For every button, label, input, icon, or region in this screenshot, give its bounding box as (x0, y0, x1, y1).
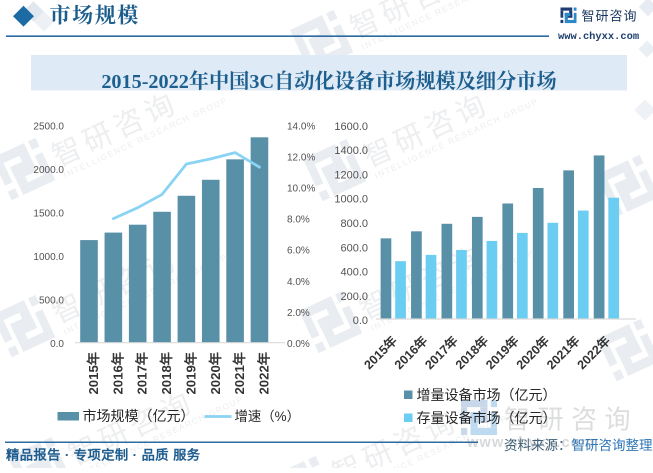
svg-text:www.chyxx.com: www.chyxx.com (466, 435, 595, 451)
svg-text:2018年: 2018年 (158, 352, 174, 395)
svg-text:精品报告 · 专项定制 · 品质 服务: 精品报告 · 专项定制 · 品质 服务 (6, 447, 201, 463)
svg-text:2000.0: 2000.0 (33, 165, 64, 176)
svg-text:资料来源：智研咨询整理: 资料来源：智研咨询整理 (504, 438, 653, 453)
svg-text:2.0%: 2.0% (287, 308, 310, 319)
svg-text:0.0: 0.0 (353, 315, 368, 327)
svg-text:智研咨询: 智研咨询 (504, 405, 638, 435)
svg-text:2500.0: 2500.0 (33, 121, 64, 132)
svg-text:www.chyxx.com: www.chyxx.com (558, 31, 639, 43)
svg-text:2015年: 2015年 (85, 352, 101, 395)
svg-text:1400.0: 1400.0 (334, 145, 368, 157)
svg-text:2020年: 2020年 (207, 352, 223, 395)
svg-text:12.0%: 12.0% (287, 152, 315, 163)
svg-text:增速（%）: 增速（%） (235, 409, 300, 424)
svg-text:10.0%: 10.0% (287, 184, 315, 195)
svg-text:4.0%: 4.0% (287, 277, 310, 288)
svg-text:1200.0: 1200.0 (334, 169, 368, 181)
svg-text:600.0: 600.0 (340, 242, 368, 254)
svg-text:14.0%: 14.0% (287, 121, 315, 132)
svg-text:800.0: 800.0 (340, 218, 368, 230)
svg-text:2019年: 2019年 (182, 352, 198, 395)
svg-text:0.0%: 0.0% (287, 339, 310, 350)
svg-text:市场规模（亿元）: 市场规模（亿元） (83, 408, 195, 424)
svg-text:0.0: 0.0 (50, 339, 64, 350)
svg-text:智研咨询: 智研咨询 (582, 8, 638, 23)
svg-text:8.0%: 8.0% (287, 215, 310, 226)
svg-text:2021年: 2021年 (231, 352, 247, 395)
svg-text:500.0: 500.0 (39, 296, 64, 307)
svg-text:2017年: 2017年 (134, 352, 150, 395)
svg-text:2015-2022年中国3C自动化设备市场规模及细分市场: 2015-2022年中国3C自动化设备市场规模及细分市场 (101, 69, 556, 93)
svg-text:市场规模: 市场规模 (50, 3, 140, 27)
svg-text:200.0: 200.0 (340, 291, 368, 303)
svg-text:1500.0: 1500.0 (33, 208, 64, 219)
svg-text:存量设备市场（亿元）: 存量设备市场（亿元） (417, 410, 557, 426)
svg-text:2022年: 2022年 (255, 352, 271, 395)
svg-text:增量设备市场（亿元）: 增量设备市场（亿元） (417, 387, 557, 403)
svg-text:1000.0: 1000.0 (33, 252, 64, 263)
svg-text:2016年: 2016年 (109, 352, 125, 395)
svg-text:400.0: 400.0 (340, 267, 368, 279)
svg-text:1600.0: 1600.0 (334, 121, 368, 133)
svg-text:6.0%: 6.0% (287, 246, 310, 257)
svg-text:1000.0: 1000.0 (334, 194, 368, 206)
